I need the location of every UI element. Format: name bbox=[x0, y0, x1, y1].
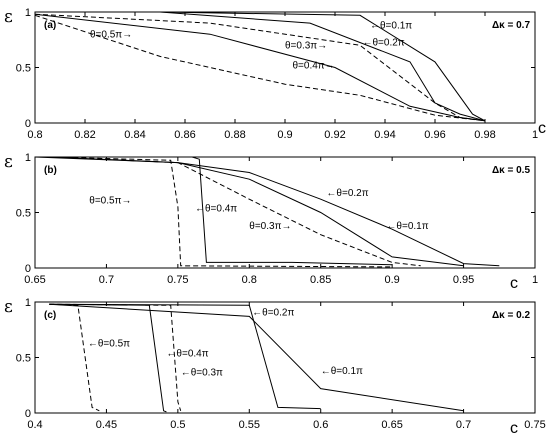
series-line-3 bbox=[191, 156, 393, 266]
y-axis-label: ε bbox=[4, 297, 13, 317]
x-tick-label: 0.96 bbox=[424, 129, 445, 141]
x-tick-label: 0.45 bbox=[96, 419, 117, 431]
panel-label: (b) bbox=[44, 165, 57, 176]
delta-kappa-label: Δκ = 0.2 bbox=[492, 310, 531, 321]
series-annotation: θ=0.5π→ bbox=[90, 30, 132, 41]
x-tick-label: 0.55 bbox=[239, 419, 260, 431]
delta-kappa-label: Δκ = 0.5 bbox=[492, 165, 531, 176]
x-tick-label: 0.98 bbox=[474, 129, 495, 141]
series-line-0 bbox=[159, 11, 486, 122]
y-tick-label: 0.5 bbox=[16, 353, 31, 365]
y-tick-label: 0.5 bbox=[16, 208, 31, 220]
series-annotation: ←θ=0.1π bbox=[386, 221, 428, 232]
x-tick-label: 0.82 bbox=[74, 129, 95, 141]
x-tick-label: 0.65 bbox=[381, 419, 402, 431]
series-line-0 bbox=[49, 303, 464, 412]
y-tick-label: 0 bbox=[25, 408, 31, 420]
series-line-2 bbox=[34, 13, 486, 122]
series-line-4 bbox=[34, 14, 486, 122]
x-tick-label: 0.8 bbox=[27, 129, 42, 141]
panel-label: (c) bbox=[44, 310, 56, 321]
series-line-3 bbox=[49, 303, 167, 413]
series-line-1 bbox=[159, 11, 486, 122]
y-tick-label: 0 bbox=[25, 118, 31, 130]
x-tick-label: 0.7 bbox=[99, 274, 114, 286]
plot-frame bbox=[34, 301, 536, 414]
x-tick-label: 0.5 bbox=[170, 419, 185, 431]
series-annotation: θ=0.3π→ bbox=[285, 41, 327, 52]
series-line-0 bbox=[34, 156, 500, 267]
y-tick-label: 0.5 bbox=[16, 63, 31, 75]
series-line-2 bbox=[49, 156, 421, 267]
x-tick-label: 0.84 bbox=[124, 129, 145, 141]
series-annotation: θ=0.5π→ bbox=[89, 196, 131, 207]
x-axis-label: c bbox=[510, 275, 518, 292]
y-tick-label: 0 bbox=[25, 263, 31, 275]
series-annotation: ←θ=0.4π bbox=[195, 203, 237, 214]
x-axis-label: c bbox=[510, 420, 518, 437]
x-tick-label: 0.75 bbox=[167, 274, 188, 286]
x-tick-label: 0.65 bbox=[24, 274, 45, 286]
x-axis-label: c bbox=[538, 120, 546, 137]
series-annotation: ←θ=0.2π bbox=[363, 37, 405, 48]
series-annotation: ←θ=0.3π bbox=[181, 367, 223, 378]
x-tick-label: 0.95 bbox=[453, 274, 474, 286]
x-tick-label: 0.4 bbox=[27, 419, 42, 431]
y-axis-label: ε bbox=[4, 152, 13, 172]
y-tick-label: 1 bbox=[25, 297, 31, 309]
panel-2: 0.4 0.45 0.5 0.55 0.6 0.65 0.7 0.75 0 0.5 1ε c (c) Δκ… bbox=[4, 297, 546, 437]
x-tick-label: 0.94 bbox=[374, 129, 395, 141]
panel-0: 0.8 0.82 0.84 0.86 0.88 0.9 0.92 0.94 0.96 0.98 1 0… bbox=[4, 7, 546, 141]
series-annotation: θ=0.3π→ bbox=[249, 221, 291, 232]
series-annotation: ←θ=0.1π bbox=[321, 366, 363, 377]
series-annotation: ←θ=0.2π bbox=[326, 188, 368, 199]
x-tick-label: 0.8 bbox=[242, 274, 257, 286]
series-line-1 bbox=[49, 156, 464, 267]
x-tick-label: 0.9 bbox=[277, 129, 292, 141]
x-tick-label: 0.86 bbox=[174, 129, 195, 141]
x-tick-label: 0.7 bbox=[456, 419, 471, 431]
panel-label: (a) bbox=[44, 20, 56, 31]
x-tick-label: 0.9 bbox=[384, 274, 399, 286]
series-line-4 bbox=[49, 156, 393, 268]
series-annotation: θ=0.4π→ bbox=[293, 61, 335, 72]
series-annotation: ←θ=0.4π bbox=[166, 348, 208, 359]
series-line-4 bbox=[49, 303, 100, 412]
y-axis-label: ε bbox=[4, 7, 13, 27]
series-annotation: ←θ=0.1π bbox=[370, 21, 412, 32]
series-annotation: ←θ=0.5π bbox=[88, 338, 130, 349]
x-tick-label: 0.92 bbox=[324, 129, 345, 141]
series-annotation: ←θ=0.2π bbox=[252, 307, 294, 318]
y-tick-label: 1 bbox=[25, 152, 31, 164]
delta-kappa-label: Δκ = 0.7 bbox=[492, 20, 531, 31]
x-tick-label: 0.88 bbox=[224, 129, 245, 141]
y-tick-label: 1 bbox=[25, 7, 31, 19]
plot-frame bbox=[34, 156, 536, 269]
x-tick-label: 0.75 bbox=[524, 419, 545, 431]
x-tick-label: 1 bbox=[532, 274, 538, 286]
x-tick-label: 1 bbox=[532, 129, 538, 141]
x-tick-label: 0.85 bbox=[310, 274, 331, 286]
x-tick-label: 0.6 bbox=[313, 419, 328, 431]
